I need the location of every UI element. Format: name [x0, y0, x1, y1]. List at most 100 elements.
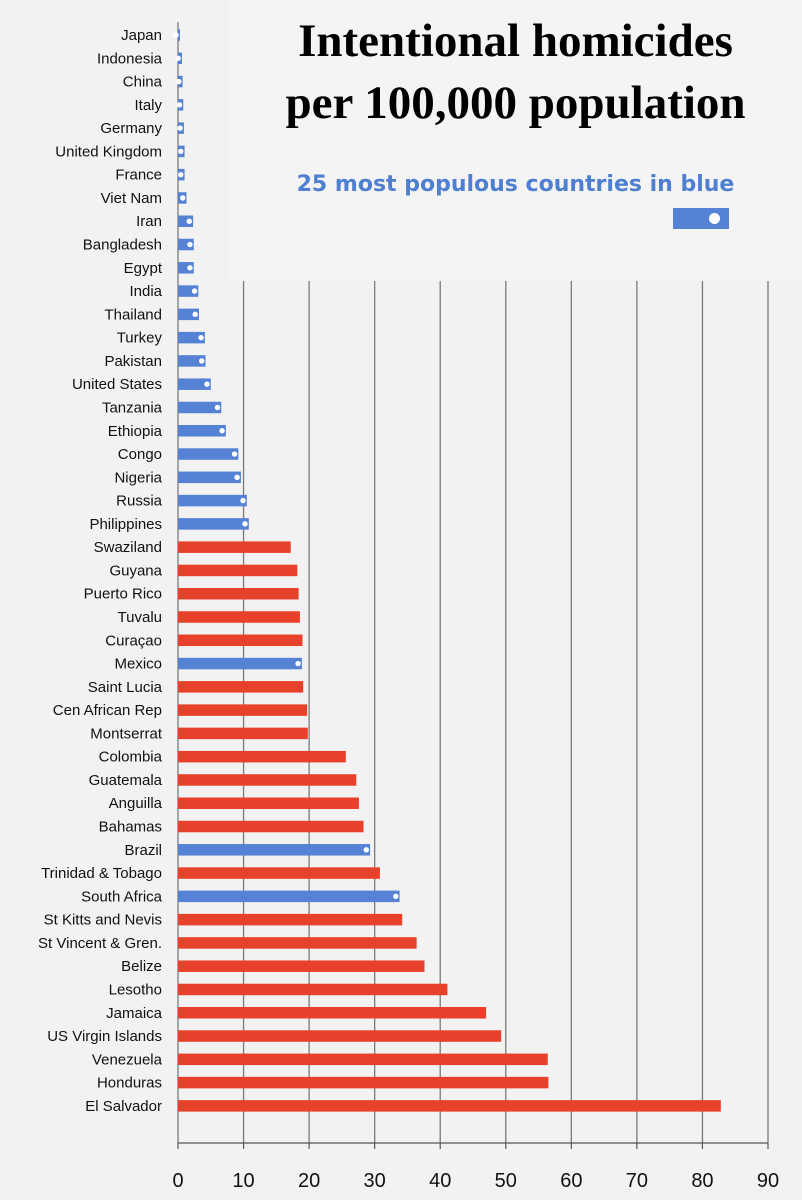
bar	[178, 890, 400, 903]
bar-end-dot	[234, 474, 240, 481]
category-label: Jamaica	[106, 1005, 163, 1022]
category-label: El Salvador	[85, 1098, 162, 1115]
category-label: Lesotho	[109, 981, 162, 998]
category-label: Curaçao	[105, 632, 162, 649]
x-axis-ticks: 0 10 20 30 40 50 60 70 80 90	[172, 1170, 779, 1192]
bar	[178, 308, 199, 321]
x-tick-label: 10	[232, 1170, 254, 1192]
bar	[178, 681, 304, 693]
bar	[178, 564, 298, 577]
x-tick-label: 50	[495, 1170, 517, 1192]
bar	[178, 727, 308, 740]
category-label: Trinidad & Tobago	[41, 865, 162, 882]
category-label: Ethiopia	[108, 423, 163, 440]
bar-end-dot	[191, 288, 198, 294]
category-label: Guatemala	[89, 772, 163, 789]
bar	[178, 262, 194, 274]
category-label: India	[129, 283, 162, 300]
bar	[178, 285, 199, 297]
bar	[178, 518, 249, 530]
bar-end-dot	[204, 381, 210, 387]
category-label: Belize	[121, 958, 162, 975]
bar	[178, 960, 425, 972]
category-label: Saint Lucia	[88, 679, 163, 696]
category-label: St Vincent & Gren.	[38, 935, 162, 952]
bar-end-dot	[178, 171, 184, 178]
legend-text: 25 most populous countries in blue	[296, 172, 735, 197]
bar	[178, 425, 226, 437]
category-label: Colombia	[99, 749, 163, 766]
bar-end-dot	[393, 893, 399, 900]
x-tick-label: 60	[560, 1170, 582, 1192]
category-label: Congo	[118, 446, 162, 463]
bar	[178, 937, 417, 949]
category-label: Nigeria	[114, 469, 162, 486]
bar-end-dot	[176, 78, 182, 85]
bar-end-dot	[240, 497, 246, 504]
bar	[178, 774, 357, 786]
category-label: Turkey	[117, 330, 163, 347]
bar	[178, 1007, 487, 1019]
category-label: Russia	[116, 493, 163, 510]
bar	[178, 820, 364, 833]
bar-end-dot	[192, 311, 198, 318]
bar-end-dot	[186, 218, 192, 224]
bar-end-dot	[214, 404, 221, 411]
category-label: United States	[72, 376, 162, 393]
category-label: US Virgin Islands	[47, 1028, 162, 1045]
bar-end-dot	[180, 195, 186, 201]
bar	[178, 657, 302, 670]
x-tick-label: 30	[364, 1170, 386, 1192]
bar	[178, 238, 194, 251]
bar	[178, 448, 239, 460]
bar	[178, 913, 403, 926]
bar	[178, 704, 308, 716]
legend-swatch	[673, 208, 729, 229]
category-label: Mexico	[114, 656, 162, 673]
category-label: Iran	[136, 213, 162, 230]
bar	[178, 494, 247, 507]
category-label: Venezuela	[92, 1051, 163, 1068]
bar	[178, 401, 222, 414]
category-label: Tuvalu	[118, 609, 162, 626]
category-label: Puerto Rico	[84, 586, 162, 603]
title-panel: Intentional homicides per 100,000 popula…	[229, 0, 802, 281]
category-label: Bangladesh	[83, 237, 162, 254]
category-label: St Kitts and Nevis	[44, 912, 162, 929]
category-label: Germany	[100, 120, 162, 137]
bar	[178, 1030, 502, 1042]
bar	[178, 1076, 549, 1089]
category-label: Tanzania	[102, 399, 163, 416]
category-label: Indonesia	[97, 50, 163, 67]
legend-dot-icon	[709, 213, 720, 224]
bar	[178, 587, 299, 600]
category-label: Guyana	[109, 562, 162, 579]
bar	[178, 983, 448, 996]
bar-end-dot	[363, 847, 369, 853]
bar	[178, 29, 180, 41]
bar	[178, 355, 206, 367]
bar-end-dot	[173, 32, 179, 38]
bar	[178, 1100, 721, 1112]
category-label: China	[123, 74, 163, 91]
bar-end-dot	[242, 521, 248, 527]
category-label: Italy	[134, 97, 162, 114]
category-labels: Japan Indonesia China Italy Germany United Ki…	[38, 27, 163, 1115]
bar	[178, 634, 303, 647]
bar-end-dot	[177, 125, 183, 131]
bar-end-dot	[187, 241, 193, 248]
chart-title-line-1: Intentional homicides	[298, 15, 733, 67]
bar	[178, 378, 211, 390]
category-label: France	[115, 167, 162, 184]
category-label: Anguilla	[109, 795, 163, 812]
bar-end-dot	[199, 358, 205, 364]
bar	[178, 867, 380, 879]
bar	[178, 471, 241, 484]
category-label: Thailand	[104, 306, 162, 323]
category-label: Brazil	[124, 842, 162, 859]
category-label: Viet Nam	[101, 190, 162, 207]
category-label: Egypt	[124, 260, 163, 277]
category-label: Honduras	[97, 1075, 162, 1092]
bar	[178, 541, 291, 553]
